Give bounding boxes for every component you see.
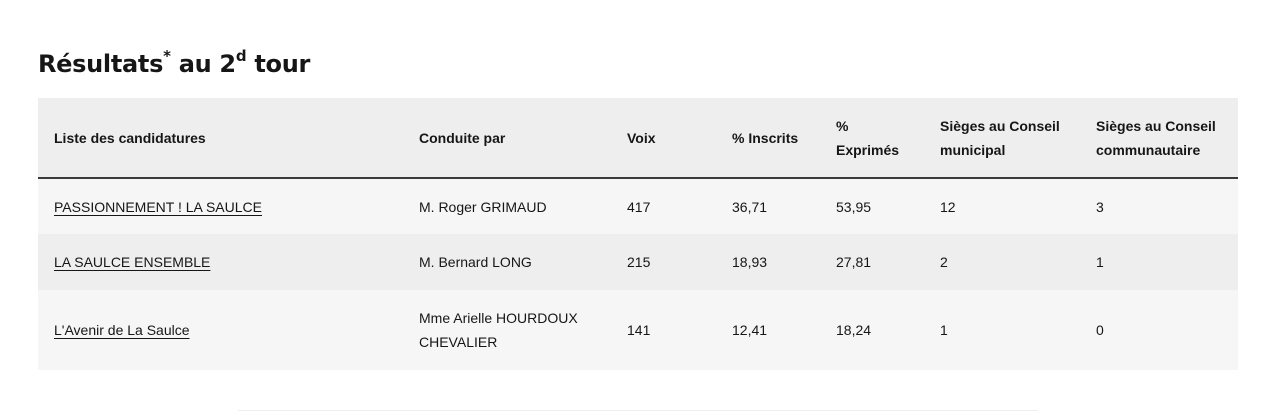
cell-sieges-communautaire: 1 bbox=[1096, 254, 1104, 270]
heading-text: Résultats bbox=[38, 50, 164, 78]
heading-asterisk: * bbox=[163, 47, 171, 65]
header-voix: Voix bbox=[611, 98, 716, 179]
header-sieges-communautaire: Sièges au Conseil communautaire bbox=[1080, 98, 1238, 179]
cell-inscrits: 36,71 bbox=[732, 198, 768, 215]
cell-liste: PASSIONNEMENT ! LA SAULCE bbox=[38, 178, 403, 234]
candidate-list-link[interactable]: L'Avenir de La Saulce bbox=[54, 322, 190, 338]
cell-sieges-municipal: 1 bbox=[940, 322, 948, 338]
cell-sieges-municipal: 2 bbox=[940, 254, 948, 270]
table-header: Liste des candidatures Conduite par Voix… bbox=[38, 98, 1238, 179]
candidate-list-link[interactable]: PASSIONNEMENT ! LA SAULCE bbox=[54, 198, 262, 215]
cell-liste: LA SAULCE ENSEMBLE bbox=[38, 234, 403, 290]
cell-exprimes: 27,81 bbox=[836, 254, 872, 270]
header-sieges-municipal: Sièges au Conseil municipal bbox=[924, 98, 1080, 179]
cell-inscrits: 12,41 bbox=[732, 322, 768, 338]
cell-inscrits: 18,93 bbox=[732, 254, 768, 270]
section-divider bbox=[238, 410, 1038, 411]
results-heading: Résultats* au 2d tour bbox=[38, 48, 310, 80]
table-row: L'Avenir de La Saulce Mme Arielle HOURDO… bbox=[38, 290, 1238, 370]
header-exprimes: % Exprimés bbox=[820, 98, 924, 179]
cell-liste: L'Avenir de La Saulce bbox=[38, 290, 403, 370]
heading-ordinal-sup: d bbox=[235, 47, 247, 65]
heading-round-text: au 2 bbox=[170, 50, 236, 78]
header-row: Liste des candidatures Conduite par Voix… bbox=[38, 98, 1238, 179]
cell-conduite: Mme Arielle HOURDOUX CHEVALIER bbox=[419, 310, 578, 350]
cell-voix: 417 bbox=[627, 198, 651, 215]
header-liste: Liste des candidatures bbox=[38, 98, 403, 179]
table-body: PASSIONNEMENT ! LA SAULCE M. Roger GRIMA… bbox=[38, 178, 1238, 370]
results-table: Liste des candidatures Conduite par Voix… bbox=[38, 98, 1238, 370]
cell-conduite: M. Bernard LONG bbox=[419, 254, 532, 270]
cell-sieges-communautaire: 3 bbox=[1096, 198, 1104, 215]
cell-sieges-communautaire: 0 bbox=[1096, 322, 1104, 338]
cell-exprimes: 18,24 bbox=[836, 322, 872, 338]
cell-exprimes: 53,95 bbox=[836, 198, 872, 215]
candidate-list-link[interactable]: LA SAULCE ENSEMBLE bbox=[54, 254, 211, 270]
cell-conduite: M. Roger GRIMAUD bbox=[419, 198, 547, 215]
cell-sieges-municipal: 12 bbox=[940, 198, 956, 215]
header-conduite: Conduite par bbox=[403, 98, 611, 179]
cell-voix: 215 bbox=[627, 254, 651, 270]
header-inscrits: % Inscrits bbox=[716, 98, 820, 179]
heading-tour-text: tour bbox=[246, 50, 311, 78]
cell-voix: 141 bbox=[627, 322, 651, 338]
table-row: PASSIONNEMENT ! LA SAULCE M. Roger GRIMA… bbox=[38, 178, 1238, 234]
table-row: LA SAULCE ENSEMBLE M. Bernard LONG 215 1… bbox=[38, 234, 1238, 290]
